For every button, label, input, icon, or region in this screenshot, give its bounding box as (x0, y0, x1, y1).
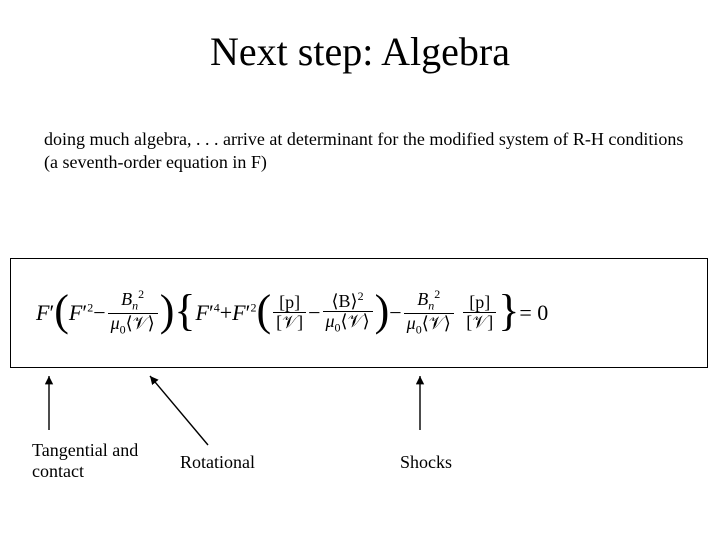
eq-Fp4: F′4 (195, 300, 219, 326)
eq-Fp2b: F′2 (232, 300, 256, 326)
frac-Bn2-mu0V-1: Bn2 μ0⟨𝒱⟩ (108, 288, 158, 335)
label-rotational: Rotational (180, 452, 255, 473)
eq-zero: = 0 (519, 300, 548, 326)
body-text: doing much algebra, . . . arrive at dete… (44, 128, 684, 173)
eq-F1: F′ (36, 300, 54, 326)
eq-Fp2: F′2 (69, 300, 93, 326)
frac-p-V: [p] [𝒱] (273, 293, 306, 332)
equation: F′ ( F′2 − Bn2 μ0⟨𝒱⟩ ) { F′4 + F′2 ( [p]… (36, 290, 696, 336)
frac-p-V-2: [p] [𝒱] (463, 293, 496, 332)
frac-B2-mu0V: ⟨B⟩2 μ0⟨𝒱⟩ (323, 290, 373, 334)
minus2: − (308, 300, 320, 326)
minus1: − (93, 300, 105, 326)
minus3: − (389, 300, 401, 326)
slide-title: Next step: Algebra (0, 28, 720, 75)
label-shocks: Shocks (400, 452, 452, 473)
plus1: + (220, 300, 232, 326)
slide: Next step: Algebra doing much algebra, .… (0, 0, 720, 540)
label-tangential: Tangential and contact (32, 440, 152, 481)
frac-Bn2-mu0V-2: Bn2 μ0⟨𝒱⟩ (404, 288, 454, 335)
